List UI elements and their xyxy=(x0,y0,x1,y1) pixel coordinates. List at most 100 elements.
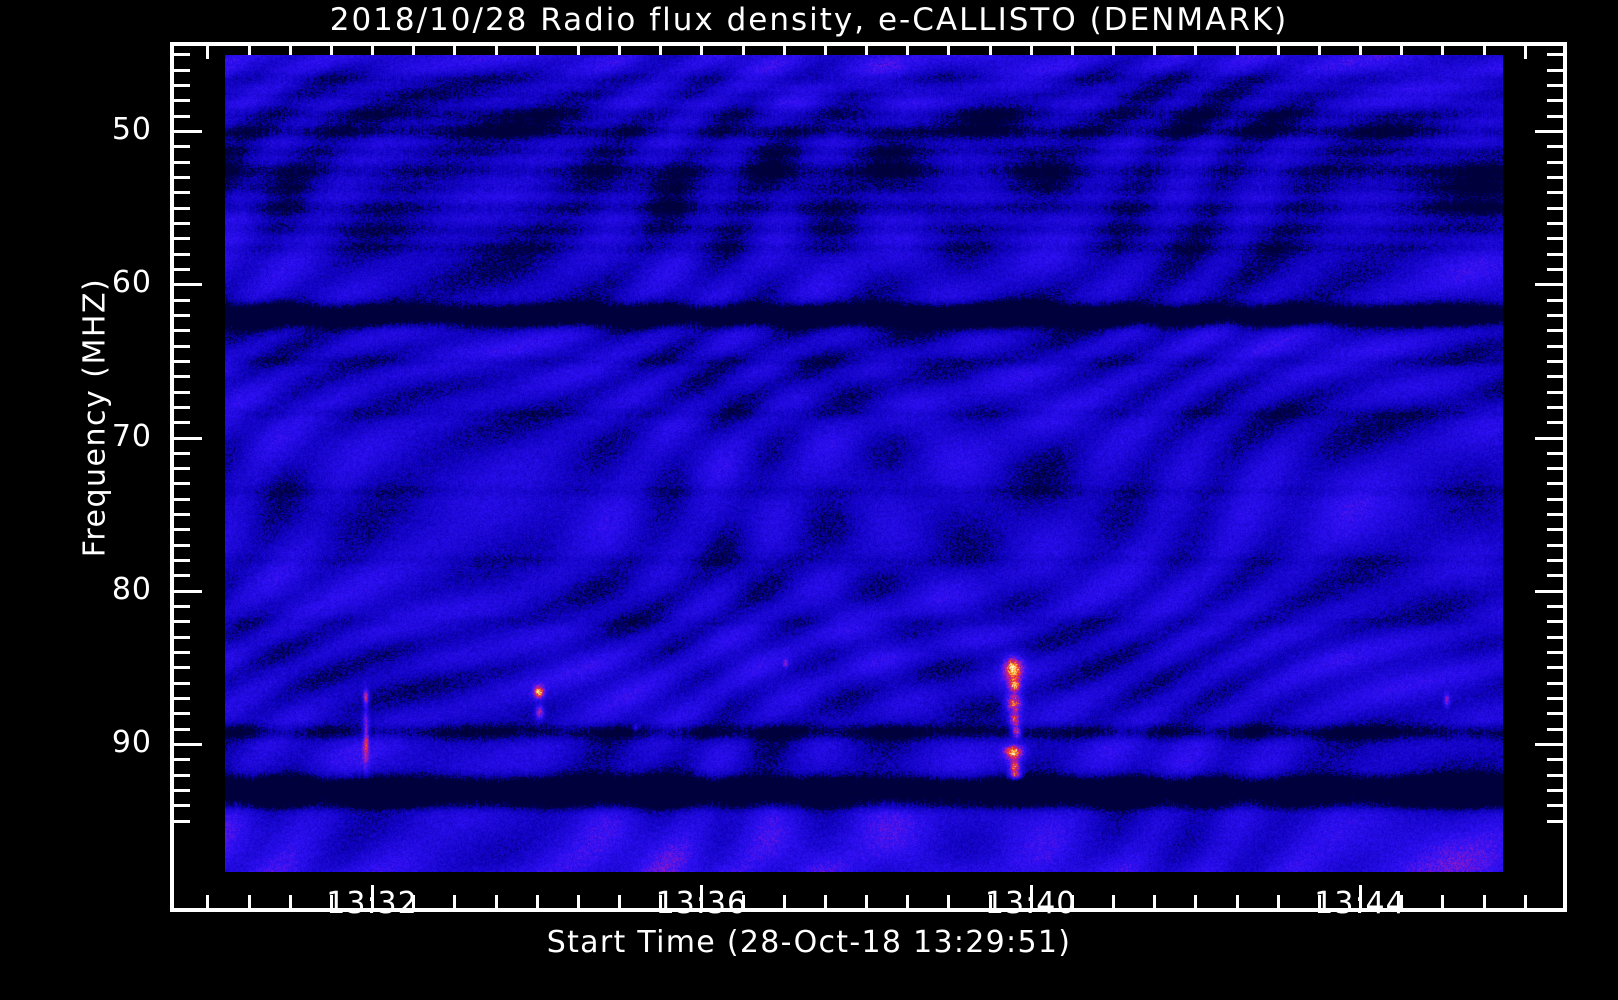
x-tick xyxy=(947,42,951,59)
y-tick xyxy=(1547,390,1567,394)
plot-axes-frame xyxy=(170,42,1567,912)
y-tick xyxy=(1547,359,1567,363)
y-tick xyxy=(170,421,190,425)
y-tick xyxy=(1535,436,1567,440)
y-tick-label: 90 xyxy=(111,725,152,760)
x-tick xyxy=(618,895,621,912)
x-tick xyxy=(288,895,292,912)
x-tick xyxy=(1276,895,1280,912)
y-tick xyxy=(1547,528,1567,532)
y-tick xyxy=(1547,191,1567,195)
axis-spine-top xyxy=(170,42,1567,46)
y-tick xyxy=(170,175,190,179)
y-tick xyxy=(1547,68,1567,72)
y-tick xyxy=(1547,145,1567,149)
y-tick xyxy=(1547,543,1567,547)
y-tick xyxy=(170,743,202,746)
y-tick xyxy=(1547,84,1567,88)
y-tick xyxy=(1547,788,1567,792)
y-tick xyxy=(170,651,190,655)
x-tick xyxy=(1153,42,1157,59)
y-tick xyxy=(170,99,190,103)
y-tick-label: 70 xyxy=(111,418,152,454)
x-tick xyxy=(494,895,498,912)
y-tick xyxy=(170,681,190,685)
x-tick xyxy=(947,895,951,912)
y-tick xyxy=(170,804,190,808)
y-tick xyxy=(1547,206,1567,210)
y-tick xyxy=(1547,467,1567,471)
x-tick xyxy=(576,895,580,912)
x-tick xyxy=(1070,895,1074,912)
y-tick xyxy=(170,130,202,133)
y-tick xyxy=(1547,53,1567,57)
x-tick xyxy=(576,42,580,59)
x-axis-title: Start Time (28-Oct-18 13:29:51) xyxy=(546,925,1072,960)
y-tick xyxy=(170,528,190,532)
y-tick xyxy=(170,451,190,455)
y-tick xyxy=(1547,344,1567,348)
x-tick xyxy=(1482,42,1486,59)
y-tick xyxy=(1547,267,1567,271)
y-tick xyxy=(1547,329,1567,333)
y-tick xyxy=(170,375,190,379)
x-tick-label: 13:40 xyxy=(984,886,1077,921)
y-tick xyxy=(1547,99,1567,103)
y-tick xyxy=(170,221,190,225)
x-tick xyxy=(782,42,786,59)
y-tick xyxy=(170,758,190,762)
y-tick xyxy=(170,191,190,195)
y-tick xyxy=(1547,482,1567,486)
y-tick xyxy=(170,237,190,241)
y-tick xyxy=(170,267,190,271)
x-tick xyxy=(1523,42,1527,59)
y-tick xyxy=(170,252,190,256)
y-tick xyxy=(1547,375,1567,379)
x-tick xyxy=(906,895,910,912)
page-title: 2018/10/28 Radio flux density, e-CALLIST… xyxy=(329,2,1289,38)
y-tick xyxy=(1547,620,1567,624)
y-tick xyxy=(170,68,190,72)
y-tick xyxy=(1535,743,1567,746)
y-tick xyxy=(1547,712,1567,716)
x-tick xyxy=(535,42,539,59)
x-tick xyxy=(1400,895,1404,912)
x-tick xyxy=(865,42,868,59)
y-tick xyxy=(1547,651,1567,655)
y-tick xyxy=(170,788,190,792)
y-tick xyxy=(170,773,190,777)
x-tick xyxy=(1235,895,1239,912)
y-tick xyxy=(1547,758,1567,762)
x-tick xyxy=(1441,895,1445,912)
y-tick xyxy=(170,283,202,287)
x-tick xyxy=(1359,885,1362,912)
x-tick xyxy=(453,42,457,59)
x-tick xyxy=(700,885,704,912)
x-tick xyxy=(906,42,910,59)
y-tick xyxy=(1547,666,1567,670)
y-tick xyxy=(1547,451,1567,455)
x-tick xyxy=(1317,895,1321,912)
y-tick xyxy=(170,298,190,302)
x-tick xyxy=(453,895,457,912)
x-tick-label: 13:36 xyxy=(655,886,748,921)
x-tick-label: 13:32 xyxy=(326,886,418,921)
axis-spine-right xyxy=(1563,42,1567,912)
y-tick xyxy=(170,467,190,471)
x-tick xyxy=(1276,42,1280,59)
y-tick xyxy=(1535,283,1567,287)
y-tick xyxy=(1547,313,1567,317)
x-tick xyxy=(1112,42,1115,59)
y-tick xyxy=(1547,513,1567,517)
y-tick-label: 60 xyxy=(111,265,152,301)
y-tick xyxy=(170,145,190,149)
x-tick xyxy=(1194,42,1198,59)
y-tick xyxy=(1547,605,1567,609)
x-tick xyxy=(741,895,745,912)
y-tick xyxy=(1547,559,1567,563)
x-tick xyxy=(247,42,251,59)
x-tick xyxy=(371,885,374,912)
y-tick xyxy=(170,53,190,57)
y-tick xyxy=(1547,221,1567,225)
y-tick xyxy=(170,497,190,501)
